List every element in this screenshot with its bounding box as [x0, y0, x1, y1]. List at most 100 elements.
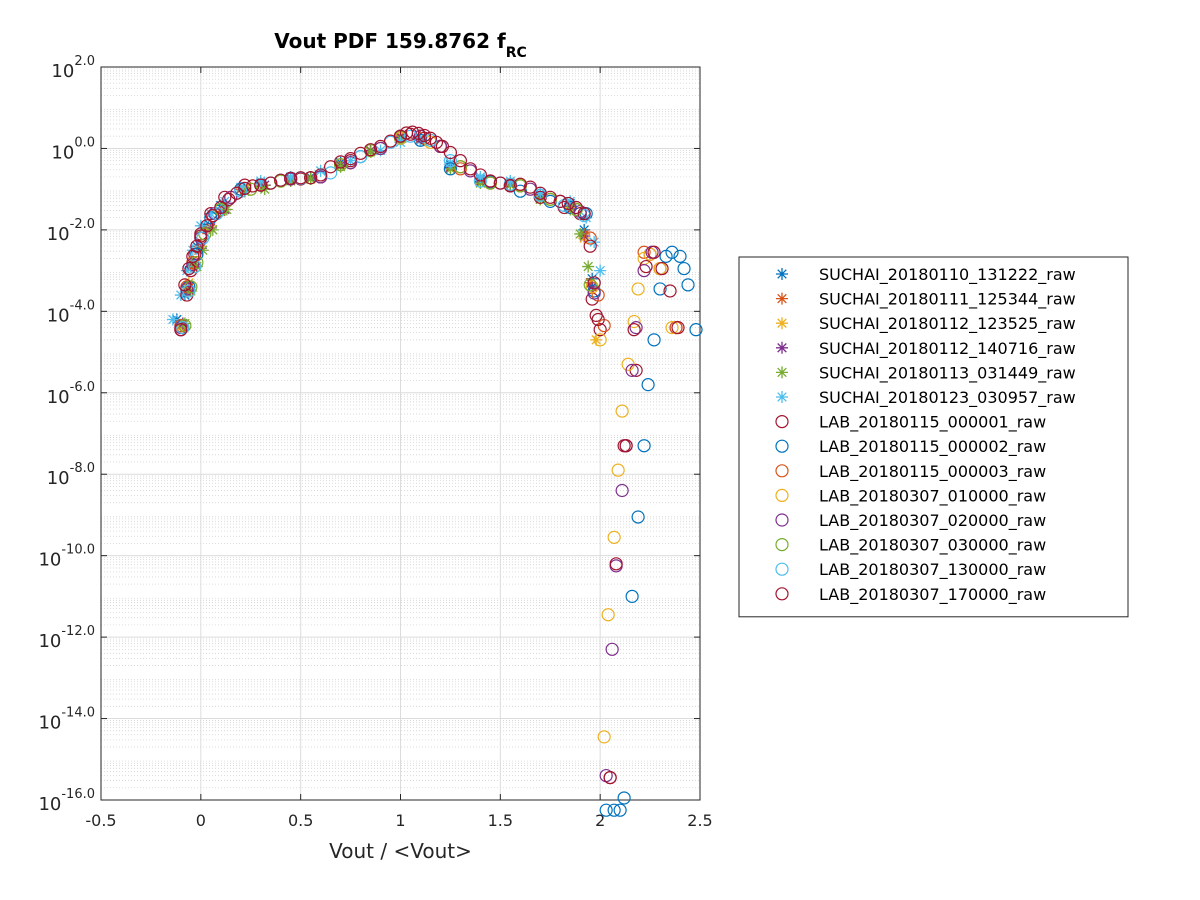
series-3 [174, 132, 603, 346]
legend-item: LAB_20180115_000002_raw [775, 437, 1046, 457]
data-point [334, 160, 347, 173]
data-point [246, 179, 260, 193]
data-point [655, 261, 669, 276]
legend-label: LAB_20180307_170000_raw [819, 585, 1046, 605]
data-point [214, 200, 228, 215]
data-point [617, 791, 631, 805]
data-point [534, 187, 547, 200]
data-point [334, 155, 348, 169]
x-tick-label: -0.5 [85, 811, 116, 830]
legend-item: LAB_20180115_000003_raw [775, 462, 1046, 482]
data-point [584, 276, 597, 289]
data-point [473, 174, 487, 188]
data-point [504, 175, 517, 188]
chart-title: Vout PDF 159.8762 fRC [274, 29, 527, 61]
data-point [200, 219, 214, 233]
data-point [577, 207, 591, 221]
legend-label: SUCHAI_20180110_131222_raw [819, 265, 1076, 285]
data-point [474, 177, 487, 190]
legend-marker [776, 268, 788, 280]
legend-item: LAB_20180115_000001_raw [775, 413, 1046, 433]
data-point [443, 145, 458, 160]
data-point [601, 608, 615, 622]
legend-item: SUCHAI_20180113_031449_raw [776, 363, 1076, 383]
x-axis-label: Vout / <Vout> [329, 839, 472, 863]
data-point [619, 439, 633, 453]
data-point [343, 152, 358, 166]
data-point [611, 463, 625, 477]
data-point [607, 530, 621, 544]
data-point [264, 176, 278, 190]
y-tick-label: 100.0 [51, 135, 95, 163]
y-tick-label: 10-4.0 [47, 298, 95, 326]
legend-marker [775, 562, 789, 576]
legend-label: SUCHAI_20180113_031449_raw [819, 363, 1076, 383]
series-1 [170, 132, 599, 326]
data-point [665, 321, 679, 335]
data-point [254, 178, 268, 192]
data-point [180, 264, 193, 277]
legend-label: LAB_20180307_010000_raw [819, 486, 1046, 506]
data-point [405, 125, 420, 139]
data-point [631, 282, 645, 296]
legend: SUCHAI_20180110_131222_raw SUCHAI_2018011… [738, 256, 1129, 618]
data-point [583, 239, 597, 253]
legend-item: LAB_20180307_030000_raw [775, 536, 1046, 556]
axis-ticks: -0.5 0 0.5 1 1.5 2 2.5 102.0 100.0 10-2.0 10-4.0 10… [38, 54, 712, 830]
legend-marker [775, 488, 789, 502]
data-point [689, 323, 703, 337]
data-point [631, 510, 645, 524]
x-tick-label: 1 [395, 811, 405, 830]
legend-label: LAB_20180115_000001_raw [819, 413, 1046, 433]
data-point [597, 730, 611, 744]
y-tick-label: 10-14.0 [38, 706, 95, 734]
data-point [473, 168, 487, 182]
legend-item: SUCHAI_20180110_131222_raw [776, 265, 1076, 285]
data-marks [166, 125, 703, 817]
y-tick-label: 10-12.0 [38, 624, 95, 652]
grid [100, 66, 701, 801]
series-5 [178, 132, 595, 330]
data-point [444, 162, 457, 175]
data-point [206, 209, 220, 223]
legend-label: LAB_20180307_030000_raw [819, 536, 1046, 556]
data-point [374, 144, 387, 157]
data-point [637, 439, 651, 453]
data-point [582, 260, 595, 273]
data-point [615, 483, 629, 498]
series-7 [174, 127, 683, 785]
data-point [176, 321, 190, 335]
data-point [590, 333, 603, 346]
data-point [178, 278, 192, 292]
data-point [647, 245, 661, 259]
data-point [314, 168, 328, 182]
data-point [443, 162, 458, 176]
legend-item: SUCHAI_20180112_140716_raw [776, 339, 1076, 359]
data-point [353, 149, 368, 164]
data-point [594, 264, 607, 277]
data-point [561, 196, 575, 211]
x-tick-label: 1.5 [488, 811, 513, 830]
data-point [605, 642, 619, 656]
data-point [591, 312, 605, 327]
data-point [166, 313, 179, 326]
data-point [182, 280, 195, 293]
x-tick-label: 2.5 [687, 811, 712, 830]
data-point [178, 318, 192, 333]
data-point [593, 323, 607, 337]
data-point [641, 378, 655, 392]
data-point [613, 803, 627, 817]
legend-marker [775, 537, 789, 552]
data-point [453, 160, 467, 174]
legend-item: LAB_20180307_010000_raw [775, 486, 1046, 506]
x-tick-label: 2 [595, 811, 605, 830]
legend-label: LAB_20180115_000002_raw [819, 437, 1046, 457]
legend-marker [775, 587, 789, 601]
data-point [364, 145, 377, 158]
data-point [503, 179, 517, 193]
series-14 [174, 125, 685, 785]
series-4 [176, 131, 599, 330]
data-point [627, 323, 641, 337]
legend-marker [776, 391, 788, 403]
